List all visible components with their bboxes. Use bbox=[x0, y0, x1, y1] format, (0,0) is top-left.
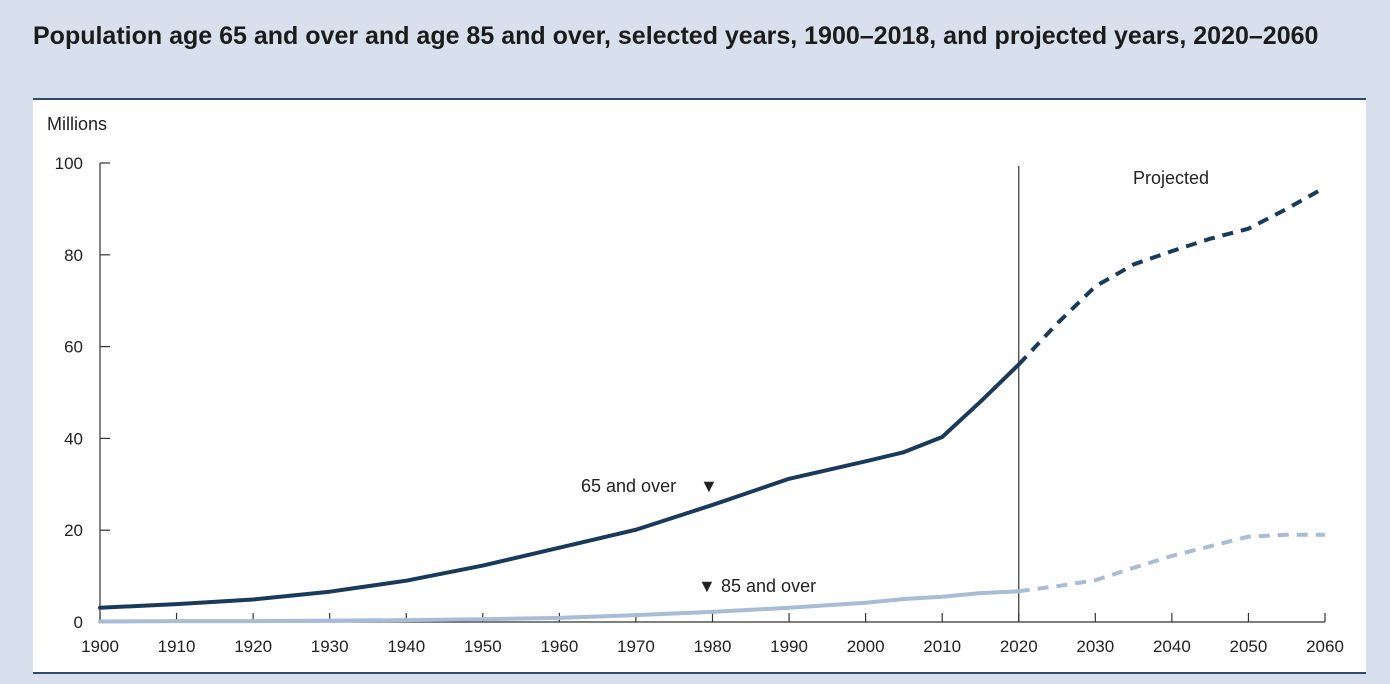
y-axis-label: Millions bbox=[47, 114, 107, 134]
y-tick-label: 40 bbox=[64, 429, 83, 448]
projected-label: Projected bbox=[1133, 168, 1209, 188]
x-tick-label: 2050 bbox=[1230, 637, 1268, 656]
x-tick-label: 1960 bbox=[540, 637, 578, 656]
x-tick-label: 2060 bbox=[1306, 637, 1344, 656]
series-lines bbox=[98, 185, 1326, 624]
marker-85-triangle-icon: ▼ bbox=[698, 576, 716, 596]
x-tick-label: 1940 bbox=[387, 637, 425, 656]
x-tick-label: 2000 bbox=[847, 637, 885, 656]
x-tick-label: 1970 bbox=[617, 637, 655, 656]
chart-title: Population age 65 and over and age 85 an… bbox=[33, 22, 1319, 50]
x-tick-label: 1930 bbox=[311, 637, 349, 656]
title-divider bbox=[33, 98, 1366, 100]
x-tick-label: 2040 bbox=[1153, 637, 1191, 656]
x-tick-label: 1900 bbox=[81, 637, 119, 656]
x-tick-label: 1950 bbox=[464, 637, 502, 656]
x-tick-label: 1920 bbox=[234, 637, 272, 656]
label-85-and-over: 85 and over bbox=[721, 576, 816, 596]
x-tick-label: 1980 bbox=[694, 637, 732, 656]
y-tick-label: 100 bbox=[55, 154, 83, 173]
projection-divider: Projected bbox=[1018, 166, 1209, 622]
bottom-divider bbox=[33, 672, 1366, 674]
x-tick-label: 2020 bbox=[1000, 637, 1038, 656]
x-tick-label: 2030 bbox=[1076, 637, 1114, 656]
y-tick-label: 80 bbox=[64, 246, 83, 265]
annotations: 65 and over ▼▼ 85 and over bbox=[581, 476, 816, 596]
x-tick-label: 1990 bbox=[770, 637, 808, 656]
series-65-and-over-historical-line bbox=[98, 362, 1021, 610]
label-65-and-over: 65 and over bbox=[581, 476, 676, 496]
marker-65-triangle-icon: ▼ bbox=[700, 476, 718, 496]
x-tick-label: 2010 bbox=[923, 637, 961, 656]
y-tick-label: 0 bbox=[74, 613, 83, 632]
x-tick-label: 1910 bbox=[158, 637, 196, 656]
series-85-and-over-projected-line bbox=[1018, 532, 1325, 594]
chart-panel bbox=[33, 100, 1366, 672]
series-85-and-over-historical-line bbox=[98, 589, 1021, 624]
y-tick-label: 20 bbox=[64, 521, 83, 540]
y-tick-label: 60 bbox=[64, 338, 83, 357]
series-65-and-over-projected-line bbox=[1017, 185, 1326, 366]
